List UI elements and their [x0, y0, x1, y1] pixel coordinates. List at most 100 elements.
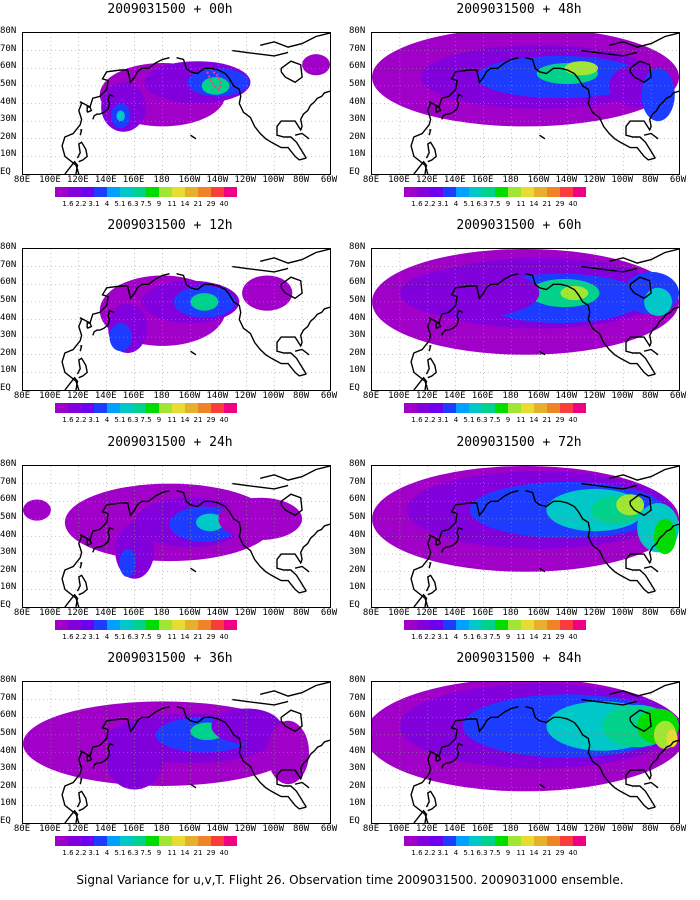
latitude-label: 80N [0, 675, 17, 685]
colorbar-swatch [146, 187, 159, 197]
colorbar-label: 29 [206, 200, 216, 208]
coastline [629, 276, 652, 300]
longitude-label: 140E [94, 608, 117, 618]
colorbar-swatch [185, 836, 198, 846]
longitude-label: 100E [388, 175, 410, 185]
longitude-label: 100W [611, 175, 634, 185]
colorbar-swatch [81, 403, 94, 413]
coastline [260, 466, 330, 481]
latitude-label: 40N [349, 529, 366, 540]
colorbar-label: 5.1 [463, 200, 475, 208]
colorbar-swatch [508, 403, 521, 413]
colorbar-swatch [185, 187, 198, 197]
longitude-label: 120W [583, 175, 606, 185]
longitude-label: 140W [206, 175, 229, 185]
longitude-label: 60W [669, 175, 687, 185]
coastline [625, 90, 679, 159]
colorbar-label: 6.3 [127, 849, 139, 857]
coastline [425, 141, 437, 163]
coastline [190, 567, 197, 573]
colorbar-label: 2.2 [75, 633, 87, 641]
latitude-label: 50N [349, 727, 366, 738]
colorbar-label: 1.6 [62, 416, 74, 424]
latitude-label: 40N [0, 529, 17, 540]
colorbar-swatch [469, 836, 482, 846]
longitude-label: 80E [13, 608, 31, 618]
colorbar-swatch [211, 836, 224, 846]
panel-title: 2009031500 + 84h [456, 651, 582, 666]
colorbar-swatch [469, 620, 482, 630]
coastline [176, 57, 307, 161]
longitude-label: 120W [234, 175, 257, 185]
coastline [64, 809, 79, 823]
colorbar [404, 403, 586, 413]
latitude-label: 10N [0, 798, 17, 809]
colorbar-swatch [534, 620, 547, 630]
latitude-label: 50N [349, 294, 366, 305]
longitude-label: 120E [415, 391, 438, 401]
longitude-label: 100W [611, 391, 634, 401]
colorbar-swatch [443, 620, 456, 630]
colorbar-swatch [547, 620, 560, 630]
coastline [525, 490, 656, 594]
longitude-label: 80W [292, 824, 310, 834]
colorbar-swatch [172, 403, 185, 413]
colorbar [404, 620, 586, 630]
coastline [280, 493, 303, 517]
coastline [435, 755, 442, 762]
colorbar-swatch [55, 620, 68, 630]
latitude-label: 30N [349, 763, 366, 774]
coastline [86, 755, 93, 762]
coastline [441, 526, 463, 553]
colorbar-label: 6.3 [476, 200, 488, 208]
coastline [280, 276, 303, 300]
longitude-label: 60W [669, 608, 687, 618]
colorbar-swatch [508, 187, 521, 197]
longitude-label: 80W [641, 608, 659, 618]
colorbar-label: 6.3 [476, 849, 488, 857]
longitude-label: 60W [320, 175, 338, 185]
longitude-label: 60W [320, 608, 338, 618]
colorbar-swatch [94, 836, 107, 846]
colorbar-swatch [55, 836, 68, 846]
latitude-label: 40N [0, 312, 17, 323]
coastline [581, 698, 638, 706]
longitude-label: 140W [206, 824, 229, 834]
latitude-label: 20N [349, 347, 366, 358]
colorbar-label: 40 [219, 849, 229, 857]
coastline [190, 783, 197, 789]
coastline [428, 129, 432, 136]
latitude-label: EQ [349, 167, 360, 177]
map-plot-area [22, 32, 331, 175]
longitude-label: 100W [262, 824, 285, 834]
coastline [276, 739, 330, 808]
longitude-label: 160W [527, 608, 550, 618]
latitude-label: EQ [349, 816, 360, 826]
colorbar-label: 29 [206, 633, 216, 641]
longitude-label: 140E [94, 175, 117, 185]
coastline [76, 790, 88, 812]
longitude-label: 180 [502, 175, 519, 185]
longitude-label: 180 [502, 608, 519, 618]
map-panel: 2009031500 + 36h 80N 70N 60N 50N 40N 30N 20N 10N… [0, 649, 340, 859]
map-panel: 2009031500 + 24h 80N 70N 60N 50N 40N 30N 20N 10N… [0, 433, 340, 643]
coastline [176, 273, 307, 377]
colorbar-label: 4 [104, 849, 110, 857]
colorbar-swatch [495, 187, 508, 197]
longitude-label: 160E [122, 391, 145, 401]
colorbar-swatch [443, 187, 456, 197]
panel-title: 2009031500 + 60h [456, 218, 582, 233]
latitude-label: 10N [349, 149, 366, 160]
longitude-label: 120W [234, 391, 257, 401]
colorbar-label: 11 [516, 633, 526, 641]
colorbar-swatch [521, 620, 534, 630]
map-svg [23, 682, 330, 823]
longitude-label: 140W [555, 608, 578, 618]
colorbar-swatch [172, 187, 185, 197]
longitude-label: 100W [262, 391, 285, 401]
longitude-label: 100E [388, 391, 410, 401]
longitude-label: 80E [13, 824, 31, 834]
coastline [425, 574, 437, 596]
coastline [609, 33, 679, 48]
coastline [441, 309, 463, 336]
